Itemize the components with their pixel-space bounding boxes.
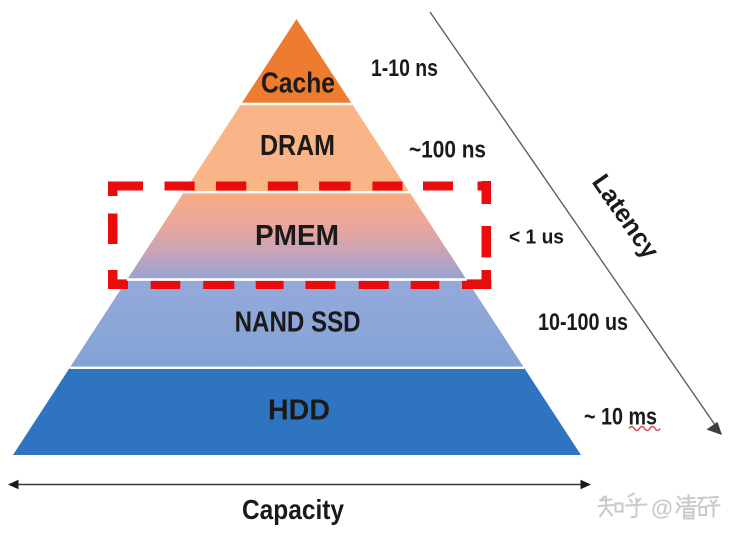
svg-text:Capacity: Capacity <box>242 494 344 525</box>
svg-text:DRAM: DRAM <box>260 130 335 162</box>
svg-text:NAND SSD: NAND SSD <box>235 307 361 339</box>
svg-text:HDD: HDD <box>268 395 330 427</box>
svg-text:< 1 us: < 1 us <box>509 227 564 249</box>
svg-text:10-100 us: 10-100 us <box>538 309 628 336</box>
svg-text:PMEM: PMEM <box>255 220 339 252</box>
svg-text:~100 ns: ~100 ns <box>409 137 486 164</box>
svg-text:@: @ <box>651 496 673 521</box>
svg-text:1-10 ns: 1-10 ns <box>371 55 438 82</box>
svg-text:Latency: Latency <box>586 169 664 264</box>
svg-text:~ 10 ms: ~ 10 ms <box>584 404 657 431</box>
svg-text:Cache: Cache <box>261 68 335 100</box>
